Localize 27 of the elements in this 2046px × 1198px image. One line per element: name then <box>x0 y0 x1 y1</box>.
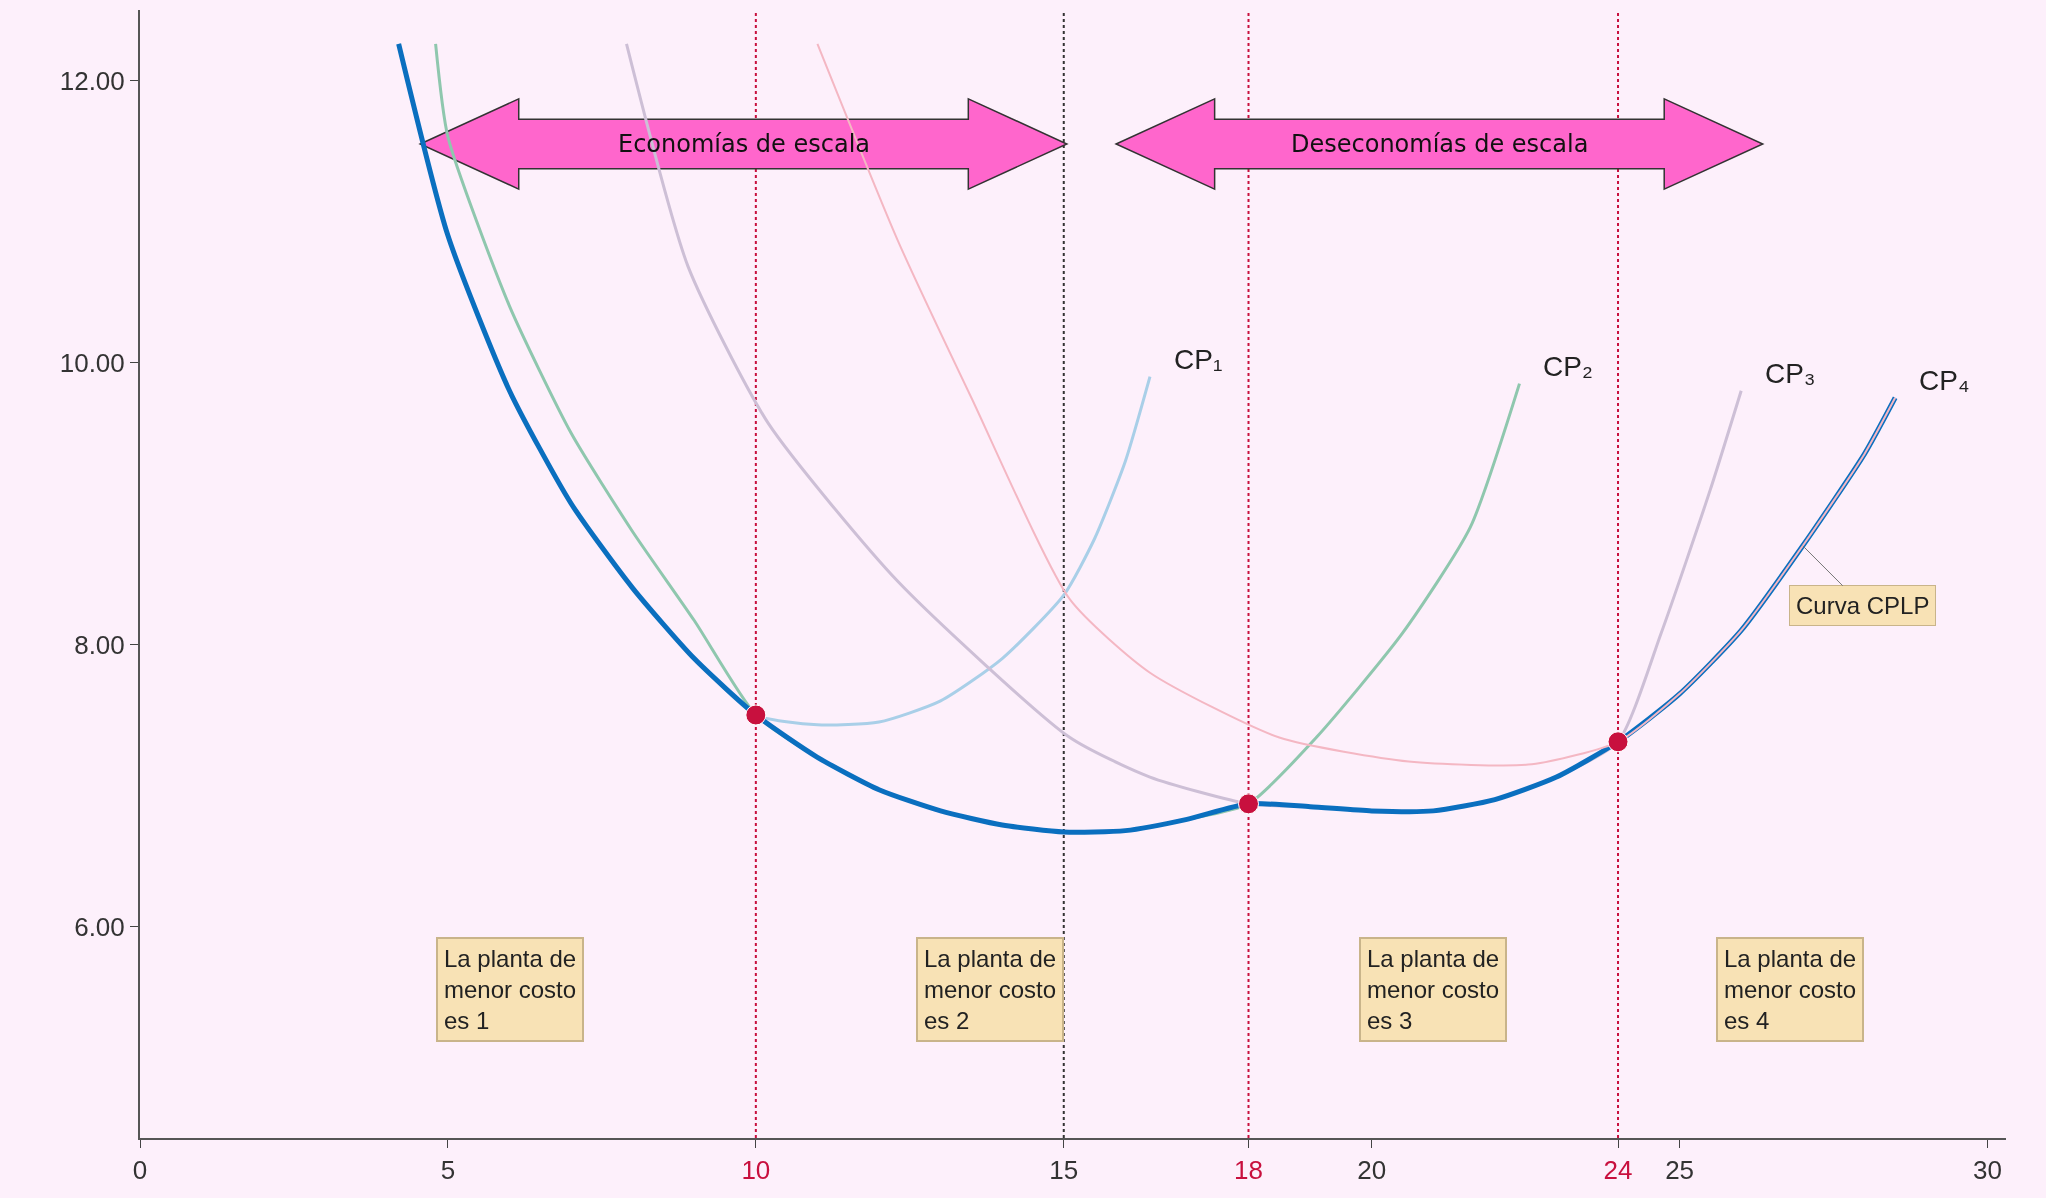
x-tick-label: 10 <box>741 1155 771 1186</box>
x-tick-label: 15 <box>1049 1155 1079 1186</box>
annotation: La planta de menor costo es 2 <box>924 945 1057 1035</box>
annotation: La planta de menor costo es 4 <box>1724 945 1857 1035</box>
point <box>1238 793 1260 815</box>
series-label: CP₄ <box>1919 365 1970 396</box>
annotation: La planta de menor costo es 1 <box>444 945 577 1035</box>
series-label: CP₂ <box>1543 351 1593 382</box>
annotation: Economías de escala <box>618 130 870 158</box>
series-label: Curva CPLP <box>1796 592 1930 619</box>
x-tick-label: 25 <box>1665 1155 1695 1186</box>
y-tick-label: 12.00 <box>59 65 125 96</box>
x-tick-label: 24 <box>1603 1155 1633 1186</box>
x-tick-label: 0 <box>132 1155 148 1186</box>
x-tick-label: 18 <box>1234 1155 1263 1186</box>
x-tick-label: 5 <box>440 1155 456 1186</box>
point <box>745 704 767 726</box>
y-tick-label: 8.00 <box>74 629 125 660</box>
y-tick-label: 6.00 <box>74 911 125 942</box>
annotation: La planta de menor costo es 3 <box>1367 945 1500 1035</box>
y-tick-label: 10.00 <box>59 347 125 378</box>
x-tick-label: 30 <box>1973 1155 2002 1186</box>
series-label: CP₁ <box>1174 344 1223 375</box>
x-tick-label: 20 <box>1357 1155 1387 1186</box>
series-label: CP₃ <box>1765 358 1816 389</box>
annotation: Deseconomías de escala <box>1291 130 1589 158</box>
point <box>1607 731 1629 753</box>
